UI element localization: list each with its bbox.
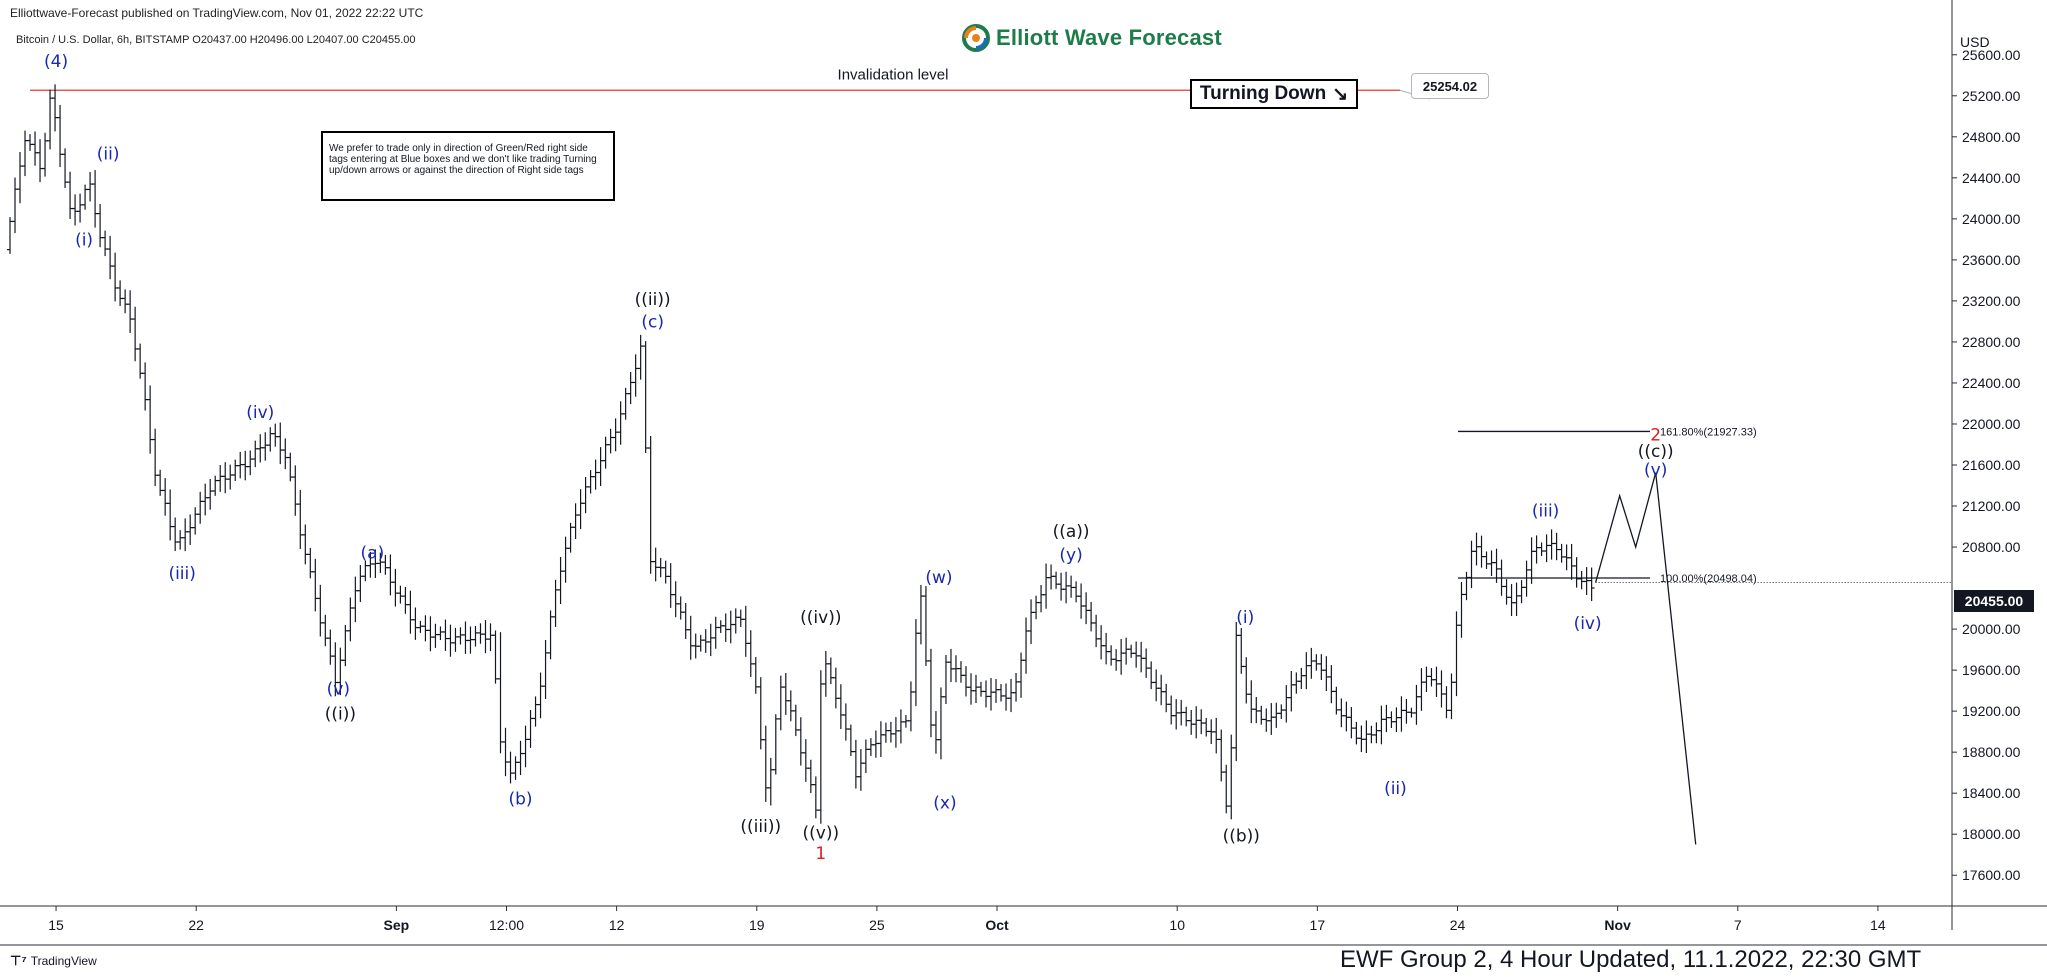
current-price-tag: 20455.00 [1954, 590, 2034, 612]
symbol-ohlc-line: Bitcoin / U.S. Dollar, 6h, BITSTAMP O204… [16, 34, 416, 46]
x-tick-label: 14 [1870, 917, 1886, 933]
wave-label: ((i)) [325, 704, 356, 724]
update-caption: EWF Group 2, 4 Hour Updated, 11.1.2022, … [1340, 946, 1922, 973]
y-tick-label: 25200.00 [1962, 88, 2021, 104]
y-tick-label: 18400.00 [1962, 785, 2021, 801]
wave-label: (w) [925, 568, 952, 588]
trading-note-box: We prefer to trade only in direction of … [321, 131, 615, 201]
x-tick-label: 12 [609, 917, 625, 933]
wave-label: ((b)) [1223, 826, 1260, 846]
y-tick-label: 24400.00 [1962, 170, 2021, 186]
x-tick-label: 12:00 [489, 917, 524, 933]
y-tick-label: 23600.00 [1962, 252, 2021, 268]
x-tick-label: 22 [188, 917, 204, 933]
y-tick-label: 20000.00 [1962, 621, 2021, 637]
x-tick-label: 17 [1310, 917, 1326, 933]
wave-label: (v) [327, 680, 350, 700]
wave-label: (x) [933, 794, 956, 814]
x-tick-label: 25 [869, 917, 885, 933]
wave-label: (b) [508, 789, 532, 809]
y-tick-label: 22400.00 [1962, 375, 2021, 391]
wave-label: ((v)) [803, 823, 840, 843]
y-tick-label: 18000.00 [1962, 826, 2021, 842]
wave-label: ((c)) [1638, 442, 1674, 462]
wave-label: (c) [641, 313, 664, 333]
price-axis-currency: USD [1960, 34, 1990, 50]
y-tick-label: 23200.00 [1962, 293, 2021, 309]
wave-label: (iv) [246, 403, 274, 423]
wave-label: (ii) [97, 144, 120, 164]
turning-down-tag: Turning Down ↘ [1190, 79, 1358, 109]
y-tick-label: 19600.00 [1962, 662, 2021, 678]
wave-label: (iii) [1532, 501, 1559, 521]
tradingview-icon: ⊤⁷ [10, 953, 27, 968]
x-tick-label: Oct [985, 917, 1009, 933]
y-tick-label: 24000.00 [1962, 211, 2021, 227]
tradingview-label: TradingView [30, 954, 97, 968]
brand-swirl-icon [962, 24, 990, 52]
wave-label: 1 [815, 844, 826, 864]
arrow-down-right-icon: ↘ [1332, 83, 1349, 105]
tradingview-logo: ⊤⁷ TradingView [10, 953, 97, 969]
y-tick-label: 20800.00 [1962, 539, 2021, 555]
wave-label: (4) [44, 52, 68, 72]
wave-label: (iii) [168, 564, 195, 584]
x-tick-label: Nov [1604, 917, 1631, 933]
wave-label: (i) [1236, 608, 1254, 628]
projection-path [1595, 472, 1697, 845]
wave-label: (a) [361, 543, 385, 563]
x-tick-label: 15 [48, 917, 64, 933]
wave-label: (ii) [1384, 779, 1407, 799]
wave-label: 2 [1650, 425, 1661, 445]
fib-level-label: 161.80%(21927.33) [1660, 426, 1757, 438]
wave-label: (i) [75, 231, 93, 251]
y-tick-label: 24800.00 [1962, 129, 2021, 145]
fib-level-label: 100.00%(20498.04) [1660, 573, 1757, 585]
y-tick-label: 19200.00 [1962, 703, 2021, 719]
wave-label: (iv) [1574, 614, 1602, 634]
y-tick-label: 22800.00 [1962, 334, 2021, 350]
y-tick-label: 17600.00 [1962, 867, 2021, 883]
wave-label: (v) [1644, 460, 1667, 480]
x-tick-label: 7 [1734, 917, 1742, 933]
invalidation-label: Invalidation level [838, 66, 949, 83]
wave-label: ((a)) [1053, 522, 1090, 542]
invalidation-price-callout: 25254.02 [1411, 73, 1489, 99]
brand-name: Elliott Wave Forecast [996, 25, 1222, 50]
brand-logo: Elliott Wave Forecast [962, 24, 1222, 52]
y-tick-label: 25600.00 [1962, 47, 2021, 63]
wave-label: ((ii)) [635, 290, 671, 310]
y-tick-label: 22000.00 [1962, 416, 2021, 432]
wave-label: (y) [1059, 545, 1082, 565]
turning-down-label: Turning Down [1199, 83, 1327, 104]
wave-label: ((iv)) [800, 608, 841, 628]
x-tick-label: 10 [1169, 917, 1185, 933]
x-tick-label: 19 [749, 917, 765, 933]
x-tick-label: Sep [384, 917, 410, 933]
publisher-line: Elliottwave-Forecast published on Tradin… [10, 6, 424, 20]
y-tick-label: 18800.00 [1962, 744, 2021, 760]
y-tick-label: 21200.00 [1962, 498, 2021, 514]
y-tick-label: 21600.00 [1962, 457, 2021, 473]
wave-label: ((iii)) [740, 817, 781, 837]
x-tick-label: 24 [1450, 917, 1466, 933]
